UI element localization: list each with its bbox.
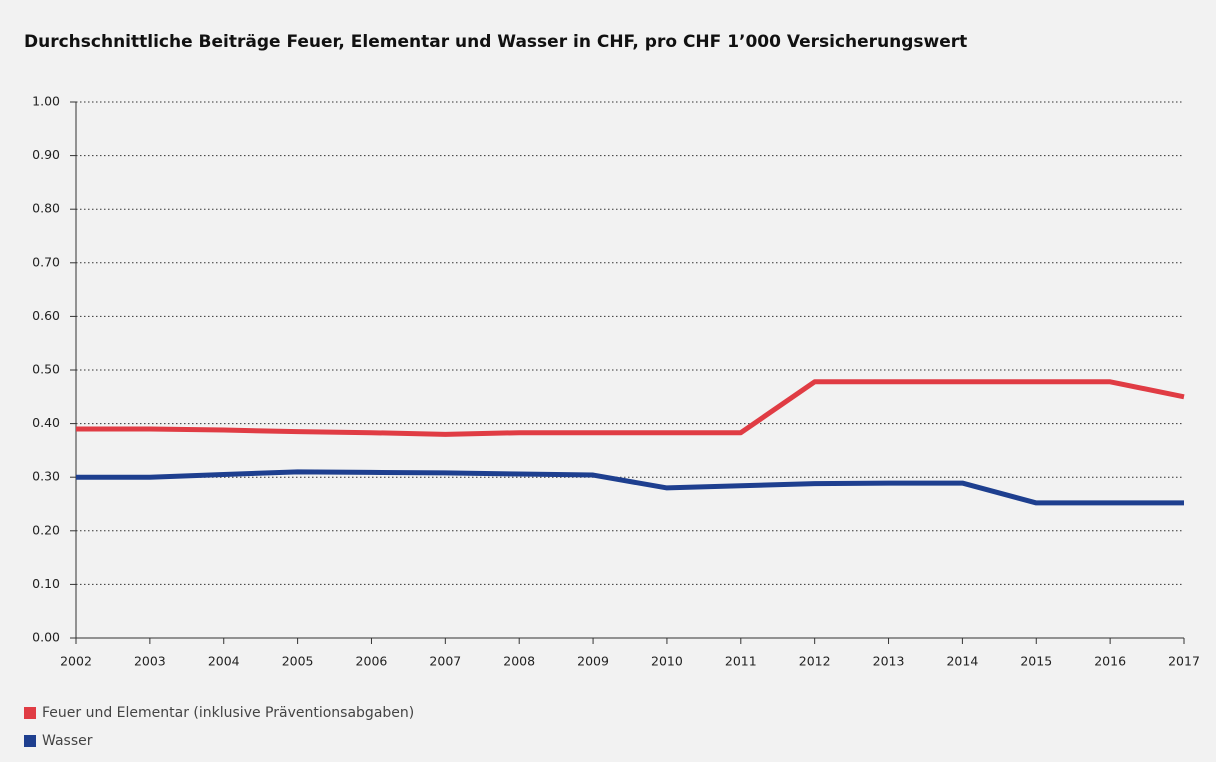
x-tick-label: 2017 <box>1168 654 1200 669</box>
y-tick-label: 0.20 <box>32 522 60 537</box>
y-tick-label: 1.00 <box>32 94 60 109</box>
series-line <box>76 469 1184 506</box>
x-tick-label: 2015 <box>1020 654 1052 669</box>
x-tick-label: 2014 <box>946 654 978 669</box>
y-tick-label: 0.50 <box>32 362 60 377</box>
x-tick-label: 2012 <box>799 654 831 669</box>
legend-swatch <box>24 707 36 719</box>
x-tick-label: 2006 <box>356 654 388 669</box>
x-tick-label: 2011 <box>725 654 757 669</box>
y-tick-label: 0.40 <box>32 415 60 430</box>
y-tick-label: 0.30 <box>32 469 60 484</box>
x-tick-label: 2016 <box>1094 654 1126 669</box>
legend-label: Wasser <box>42 733 93 749</box>
chart-title: Durchschnittliche Beiträge Feuer, Elemen… <box>24 32 967 52</box>
y-tick-label: 0.70 <box>32 254 60 269</box>
x-tick-label: 2010 <box>651 654 683 669</box>
x-tick-label: 2009 <box>577 654 609 669</box>
series-line <box>76 379 1185 437</box>
x-tick-label: 2013 <box>873 654 905 669</box>
x-tick-label: 2007 <box>429 654 461 669</box>
y-tick-label: 0.10 <box>32 576 60 591</box>
legend-swatch <box>24 735 36 747</box>
x-tick-label: 2004 <box>208 654 240 669</box>
x-tick-label: 2003 <box>134 654 166 669</box>
legend-label: Feuer und Elementar (inklusive Präventio… <box>42 705 414 721</box>
y-tick-label: 0.60 <box>32 308 60 323</box>
y-tick-label: 0.80 <box>32 201 60 216</box>
x-tick-label: 2008 <box>503 654 535 669</box>
x-tick-label: 2005 <box>282 654 314 669</box>
y-tick-label: 0.90 <box>32 147 60 162</box>
x-tick-label: 2002 <box>60 654 92 669</box>
y-tick-label: 0.00 <box>32 630 60 645</box>
